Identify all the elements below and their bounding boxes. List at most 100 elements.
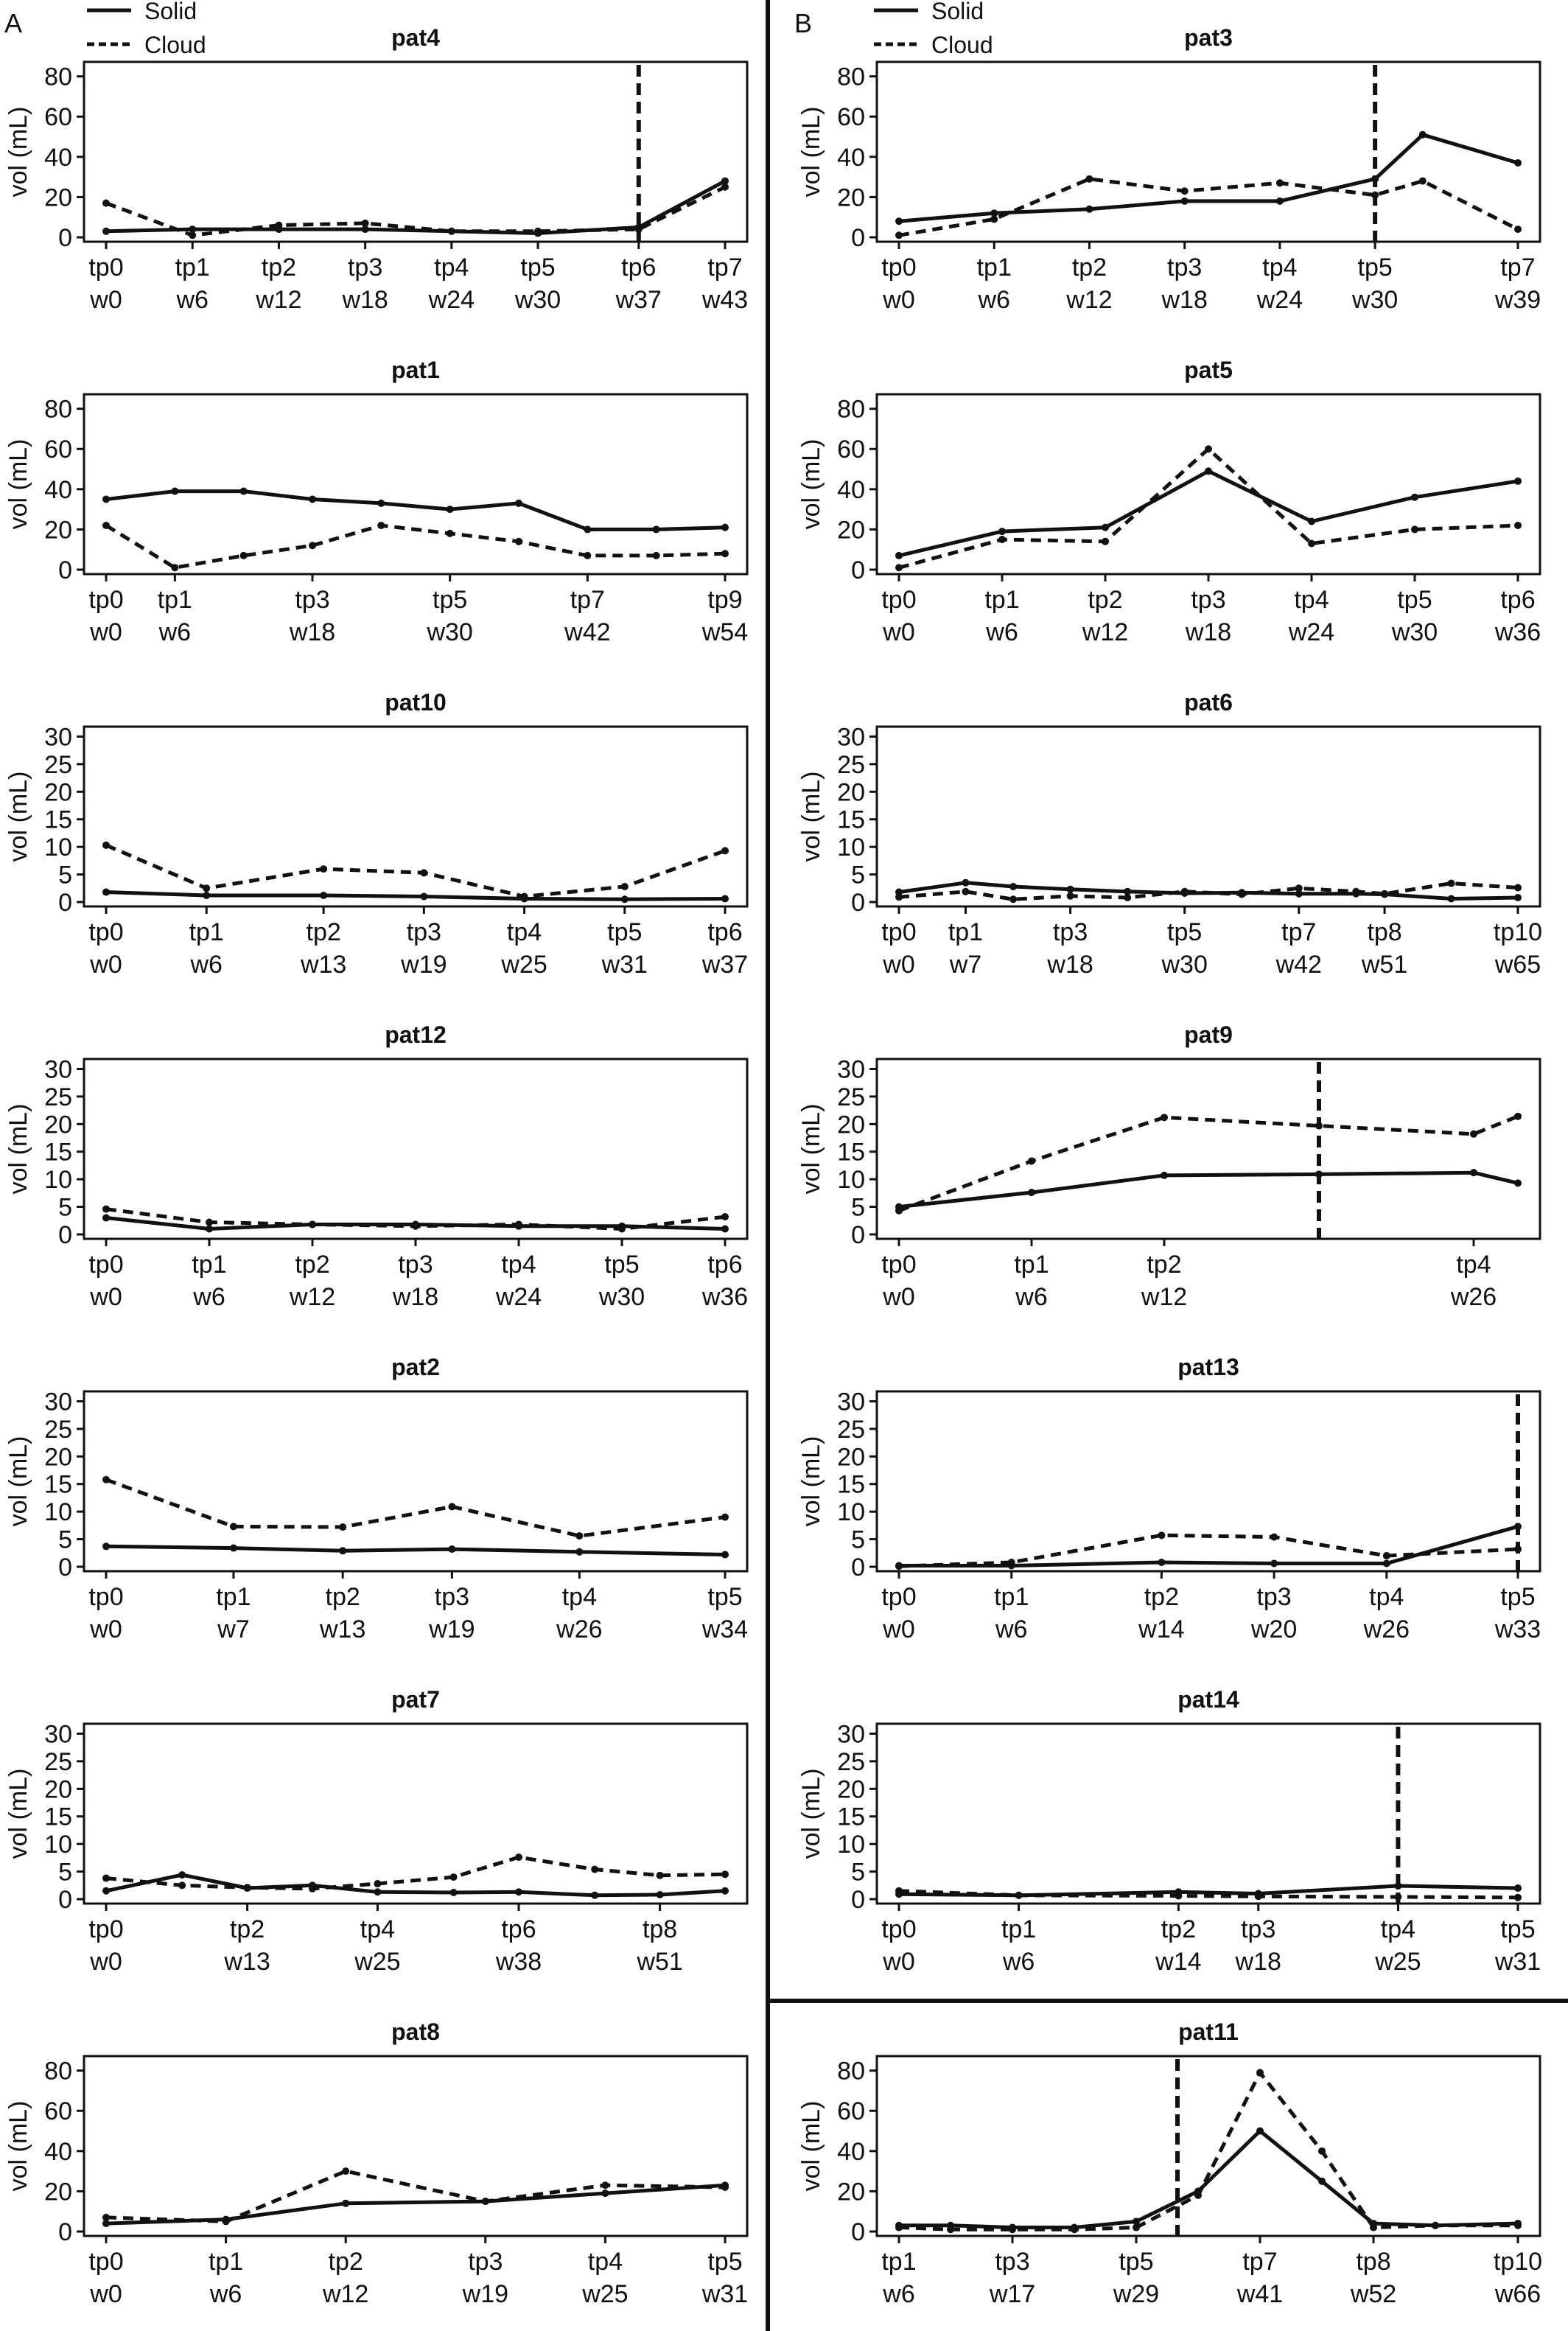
x-tick-label-tp: tp0: [881, 918, 916, 946]
chart-title: pat5: [1184, 357, 1233, 383]
y-tick-label: 5: [58, 862, 72, 890]
x-tick-label-week: w17: [989, 2280, 1035, 2308]
x-tick-label-week: w6: [158, 618, 191, 646]
data-point-cloud: [309, 1884, 316, 1893]
y-tick-label: 5: [58, 1859, 72, 1887]
x-tick-label-tp: tp5: [1397, 586, 1432, 614]
x-tick-label-tp: tp7: [1500, 254, 1535, 282]
data-point-solid: [361, 226, 369, 234]
y-tick-label: 15: [837, 1803, 865, 1831]
x-tick-label-tp: tp5: [433, 586, 467, 614]
y-tick-label: 60: [44, 103, 72, 131]
series-line-cloud: [105, 843, 726, 898]
data-point-cloud: [1514, 1545, 1522, 1554]
x-tick-label-week: w6: [1015, 1283, 1047, 1311]
data-point-cloud: [534, 227, 542, 235]
y-tick-label: 20: [837, 516, 865, 544]
data-point-solid: [102, 1887, 110, 1895]
data-point-solid: [339, 1547, 347, 1555]
x-tick-label-tp: tp1: [1014, 1251, 1049, 1279]
y-tick-label: 0: [58, 1886, 72, 1914]
x-tick-label-week: w42: [564, 618, 610, 646]
data-point-solid: [189, 226, 197, 234]
y-tick-label: 15: [837, 806, 865, 834]
series-line-cloud: [105, 1855, 726, 1891]
x-tick-label-tp: tp6: [707, 1251, 742, 1279]
y-axis-label: vol (mL): [4, 1104, 32, 1195]
y-tick-label: 15: [44, 1139, 72, 1167]
x-tick-label-week: w0: [89, 618, 122, 646]
data-point-cloud: [962, 887, 970, 895]
data-point-cloud: [412, 1222, 419, 1230]
data-point-cloud: [222, 2218, 230, 2226]
x-tick-label-tp: tp5: [1167, 918, 1202, 946]
y-axis-label: vol (mL): [4, 1769, 32, 1859]
x-tick-label-tp: tp0: [881, 1251, 916, 1279]
data-point-solid: [1066, 885, 1074, 893]
x-tick-label-tp: tp2: [262, 254, 296, 282]
data-point-solid: [721, 523, 729, 531]
x-tick-label-tp: tp1: [209, 2248, 243, 2276]
y-tick-label: 80: [837, 63, 865, 91]
x-tick-label-tp: tp4: [507, 918, 542, 946]
x-tick-label-tp: tp10: [1494, 918, 1542, 946]
x-tick-label-tp: tp4: [1456, 1251, 1491, 1279]
data-point-solid: [584, 525, 592, 534]
series-line-solid: [899, 2129, 1519, 2229]
x-tick-label-tp: tp2: [1088, 586, 1122, 614]
y-tick-label: 0: [851, 889, 865, 917]
x-tick-label-week: w26: [1450, 1283, 1497, 1311]
data-point-solid: [721, 895, 729, 903]
y-tick-label: 20: [44, 184, 72, 212]
y-tick-label: 20: [44, 2178, 72, 2206]
chart-title: pat10: [385, 689, 447, 716]
data-point-cloud: [721, 2183, 729, 2191]
data-point-cloud: [591, 1865, 599, 1873]
x-tick-label-week: w31: [601, 951, 648, 979]
data-point-cloud: [275, 221, 283, 229]
y-tick-label: 25: [837, 751, 865, 779]
data-point-cloud: [1238, 890, 1246, 898]
data-point-solid: [1394, 1882, 1402, 1890]
y-tick-label: 30: [837, 1055, 865, 1083]
data-point-cloud: [1009, 2226, 1016, 2234]
x-tick-label-tp: tp4: [1294, 586, 1329, 614]
x-tick-label-tp: tp1: [1001, 1915, 1036, 1943]
y-tick-label: 25: [837, 1416, 865, 1444]
x-tick-label-tp: tp6: [621, 254, 656, 282]
x-tick-label-week: w30: [598, 1283, 645, 1311]
series-line-cloud: [105, 2169, 726, 2223]
data-point-cloud: [239, 551, 248, 559]
y-tick-label: 15: [837, 1471, 865, 1499]
x-tick-label-tp: tp2: [326, 1583, 360, 1611]
chart-pat8: pat8 0 20 40 60 80 vol (mL) tp0 w0 tp1 w6 tp2 w12 tp3…: [4, 2019, 749, 2308]
y-tick-label: 15: [44, 1471, 72, 1499]
series-line-solid: [898, 1170, 1519, 1209]
data-point-cloud: [178, 1881, 186, 1890]
x-tick-label-tp: tp3: [1053, 918, 1088, 946]
data-point-solid: [1470, 1169, 1477, 1177]
x-tick-label-week: w25: [1374, 1948, 1421, 1976]
data-point-cloud: [1133, 2223, 1140, 2232]
y-tick-label: 0: [58, 889, 72, 917]
y-tick-label: 10: [837, 1166, 865, 1194]
data-point-cloud: [721, 183, 729, 191]
y-tick-label: 20: [44, 1443, 72, 1471]
y-tick-label: 20: [837, 184, 865, 212]
plot-frame: [83, 2055, 749, 2237]
y-tick-label: 30: [837, 723, 865, 751]
y-axis-label: vol (mL): [797, 439, 825, 530]
x-tick-label-tp: tp5: [1500, 1915, 1535, 1943]
x-tick-label-tp: tp5: [520, 254, 555, 282]
y-axis-label: vol (mL): [797, 1104, 825, 1195]
x-tick-label-week: w19: [462, 2280, 508, 2308]
x-tick-label-week: w30: [1351, 286, 1398, 314]
x-tick-label-tp: tp3: [1241, 1915, 1275, 1943]
y-tick-label: 15: [44, 806, 72, 834]
data-point-cloud: [1371, 191, 1379, 199]
data-point-cloud: [420, 869, 428, 877]
plot-frame: [83, 393, 749, 576]
data-point-cloud: [895, 2223, 903, 2232]
data-point-solid: [1315, 1170, 1323, 1178]
y-tick-label: 20: [837, 1775, 865, 1803]
